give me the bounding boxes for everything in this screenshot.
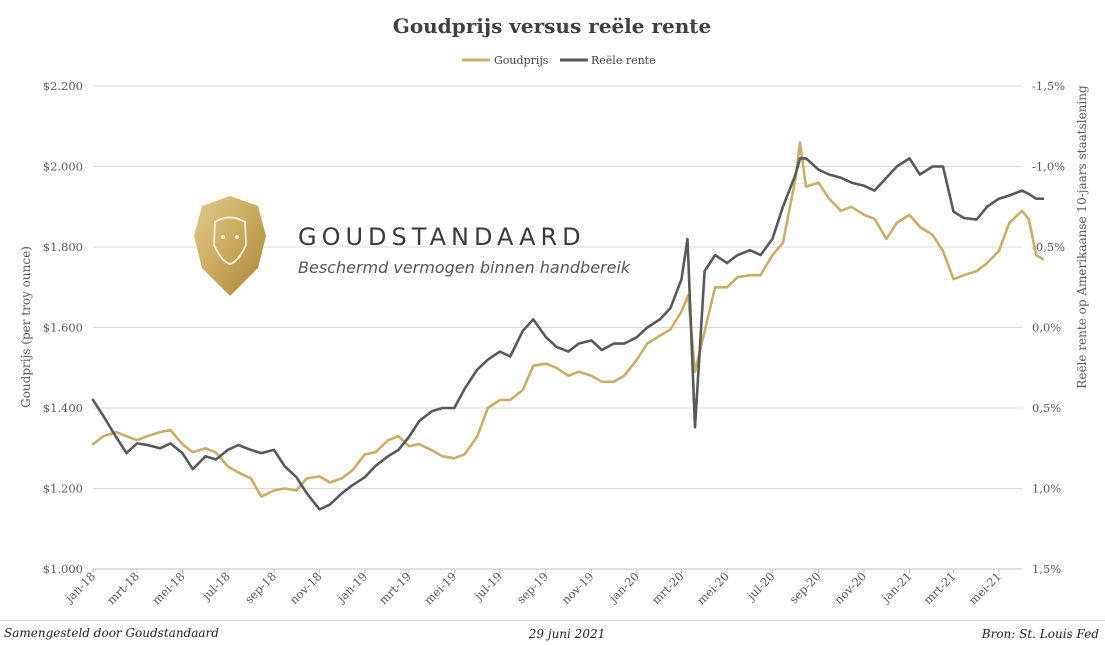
x-tick-label: mrt-18 [104,569,142,607]
legend: Goudprijs Reële rente [462,54,656,67]
left-tick-label: $1.400 [43,401,83,415]
x-tick-label: mrt-21 [921,569,959,607]
x-tick-label: jul-19 [470,569,505,604]
gridlines [93,85,1022,570]
footer-date: 29 juni 2021 [528,627,605,641]
right-tick-label: 1,0% [1032,482,1061,496]
left-tick-label: $2.000 [43,160,83,174]
lion-face-icon [212,216,248,266]
x-tick-label: jan-21 [878,569,915,606]
x-tick-label: sep-18 [242,569,279,606]
right-tick-label: -1,5% [1032,79,1065,93]
x-tick-label: sep-19 [514,569,551,606]
left-tick-label: $1.200 [43,482,83,496]
brand-tagline: Beschermd vermogen binnen handbereik [298,258,631,277]
left-tick-label: $2.200 [43,79,83,93]
legend-label-reele-rente: Reële rente [591,54,656,67]
brand-wordmark: GOUDSTANDAARD [298,223,586,251]
left-axis-ticks: $1.000 $1.200 $1.400 $1.600 $1.800 $2.000 $2.2… [43,79,83,576]
right-tick-label: 0,5% [1032,401,1061,415]
series-line-goudprijs [91,141,1045,498]
right-axis-ticks: 1,5% 1,0% 0,5% 0,0% -0,5% -1,0% -1,5% [1032,79,1065,576]
right-tick-label: 0,0% [1032,321,1061,335]
right-axis-label: Reële rente op Amerikaanse 10-jaars staa… [1075,85,1089,389]
right-tick-label: -0,5% [1032,240,1065,254]
lion-eye-right-icon [235,235,239,239]
x-tick-label: nov-19 [559,569,597,607]
series-line-reele-rente [91,157,1045,511]
series-layer [91,141,1045,511]
x-tick-label: jan-20 [605,569,642,606]
x-tick-label: mei-21 [966,569,1004,607]
x-tick-label: nov-20 [831,569,869,607]
x-tick-label: mei-18 [149,569,187,607]
x-tick-label: nov-18 [287,569,325,607]
right-tick-label: -1,0% [1032,160,1065,174]
x-tick-label: jan-19 [333,569,370,606]
x-tick-label: mrt-20 [649,569,687,607]
x-tick-label: mei-20 [694,569,732,607]
watermark-logo: GOUDSTANDAARD Beschermd vermogen binnen … [194,196,631,296]
left-tick-label: $1.600 [43,321,83,335]
x-tick-label: mrt-19 [376,569,414,607]
footer-source: Bron: St. Louis Fed [981,627,1100,641]
left-tick-label: $1.000 [43,562,83,576]
left-tick-label: $1.800 [43,240,83,254]
x-tick-label: jul-18 [198,569,233,604]
footer-credit: Samengesteld door Goudstandaard [4,626,219,640]
x-tick-label: jul-20 [743,569,778,604]
right-tick-label: 1,5% [1032,562,1061,576]
lion-eye-left-icon [221,235,225,239]
x-tick-label: mei-19 [421,569,459,607]
x-tick-label: sep-20 [787,569,824,606]
chart-title: Goudprijs versus reële rente [393,14,711,38]
x-axis-ticks: jan-18 mrt-18 mei-18 jul-18 sep-18 nov-18 jan-… [61,569,1004,607]
lion-shield-icon [194,196,266,296]
left-axis-label: Goudprijs (per troy ounce) [19,246,33,408]
legend-label-goudprijs: Goudprijs [494,54,549,67]
